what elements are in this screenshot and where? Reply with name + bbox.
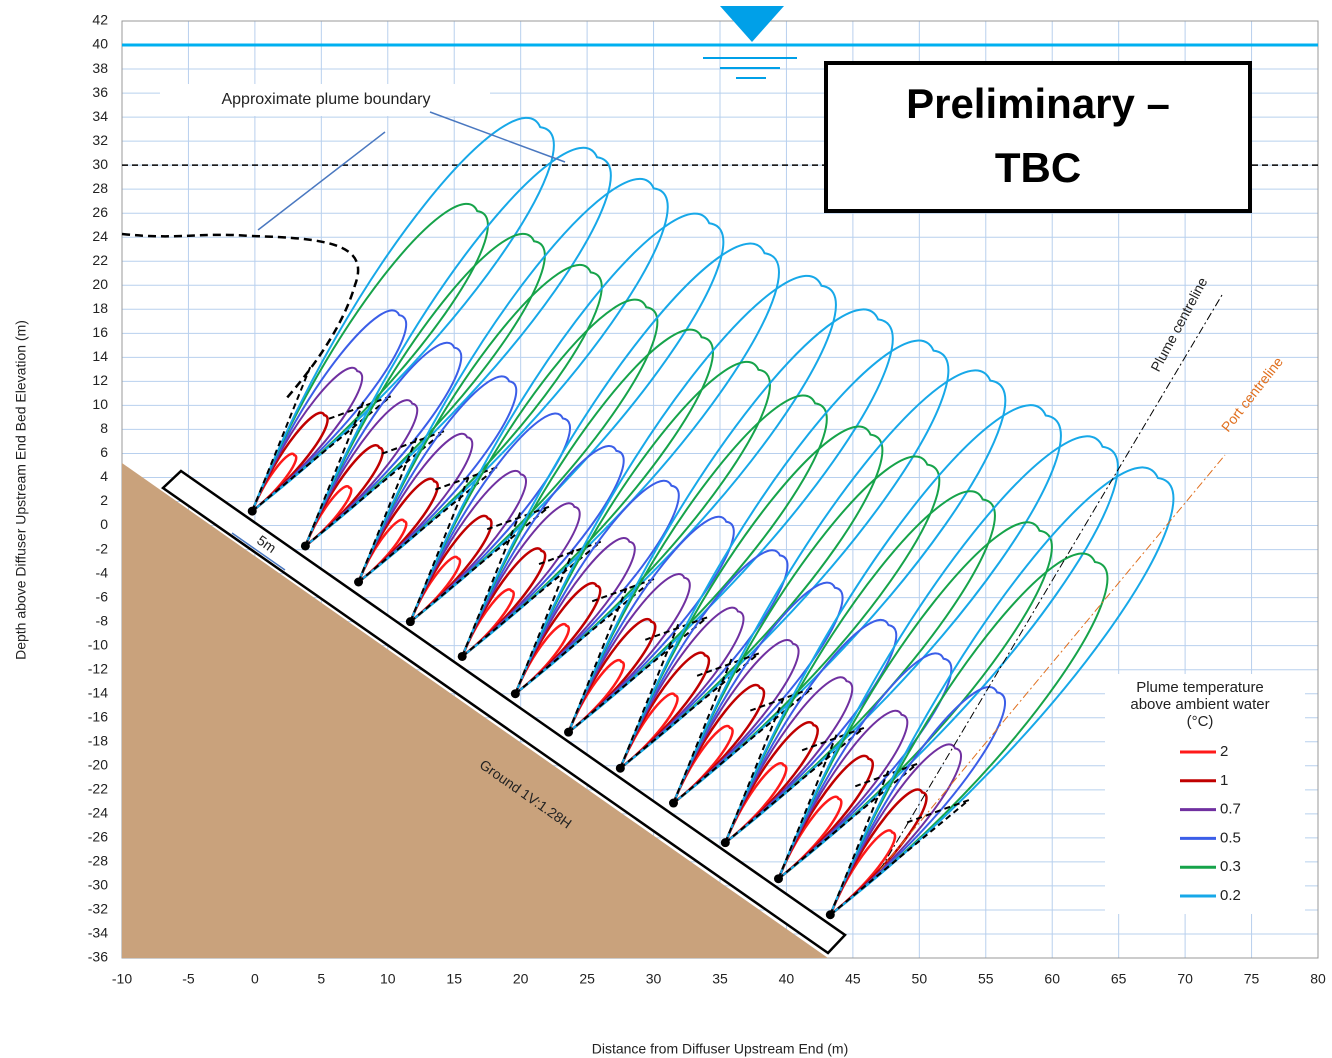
port bbox=[774, 874, 783, 883]
legend-label: 0.5 bbox=[1220, 829, 1241, 846]
y-tick-label: 30 bbox=[92, 156, 108, 172]
x-tick-label: 45 bbox=[845, 971, 861, 987]
y-tick-label: 32 bbox=[92, 132, 108, 148]
x-tick-label: 0 bbox=[251, 971, 259, 987]
legend-label: 2 bbox=[1220, 743, 1228, 760]
x-tick-label: -5 bbox=[182, 971, 195, 987]
y-tick-label: 28 bbox=[92, 180, 108, 196]
y-axis-title: Depth above Diffuser Upstream End Bed El… bbox=[13, 320, 29, 660]
x-tick-label: 5 bbox=[317, 971, 325, 987]
ground bbox=[122, 463, 828, 958]
x-tick-label: 65 bbox=[1111, 971, 1127, 987]
legend-title: Plume temperature bbox=[1136, 679, 1264, 696]
x-tick-label: 60 bbox=[1044, 971, 1060, 987]
leader bbox=[430, 112, 565, 162]
port bbox=[248, 507, 257, 516]
y-tick-label: -26 bbox=[88, 829, 108, 845]
y-tick-label: -36 bbox=[88, 949, 108, 965]
y-tick-label: 0 bbox=[100, 516, 108, 532]
y-tick-label: 12 bbox=[92, 372, 108, 388]
y-tick-label: -12 bbox=[88, 660, 108, 676]
y-tick-label: -30 bbox=[88, 877, 108, 893]
x-tick-label: 50 bbox=[912, 971, 928, 987]
x-tick-label: 55 bbox=[978, 971, 994, 987]
y-tick-label: -16 bbox=[88, 708, 108, 724]
y-tick-label: 38 bbox=[92, 60, 108, 76]
x-tick-label: 70 bbox=[1177, 971, 1193, 987]
plume-contour bbox=[305, 234, 544, 546]
chart: Distance from Diffuser Upstream End (m) … bbox=[0, 0, 1332, 1058]
x-tick-label: 15 bbox=[446, 971, 462, 987]
y-tick-label: 26 bbox=[92, 204, 108, 220]
plume-contour bbox=[359, 265, 602, 582]
port bbox=[301, 541, 310, 550]
y-tick-label: -22 bbox=[88, 781, 108, 797]
x-tick-label: 40 bbox=[779, 971, 795, 987]
plume-boundary bbox=[830, 771, 969, 915]
port bbox=[564, 728, 573, 737]
port bbox=[721, 838, 730, 847]
x-tick-label: 10 bbox=[380, 971, 396, 987]
legend-title: above ambient water bbox=[1130, 696, 1269, 713]
port bbox=[354, 577, 363, 586]
y-tick-label: 20 bbox=[92, 276, 108, 292]
y-tick-label: 16 bbox=[92, 324, 108, 340]
y-tick-label: 14 bbox=[92, 348, 108, 364]
y-tick-label: -18 bbox=[88, 732, 108, 748]
x-tick-label: 75 bbox=[1244, 971, 1260, 987]
x-tick-label: 25 bbox=[579, 971, 595, 987]
y-tick-label: -14 bbox=[88, 684, 108, 700]
water-symbol bbox=[720, 6, 784, 42]
y-tick-label: -34 bbox=[88, 925, 108, 941]
x-tick-label: 35 bbox=[712, 971, 728, 987]
x-tick-label: -10 bbox=[112, 971, 132, 987]
y-tick-label: -10 bbox=[88, 636, 108, 652]
y-tick-label: 4 bbox=[100, 468, 108, 484]
legend-label: 0.7 bbox=[1220, 801, 1241, 818]
x-tick-label: 80 bbox=[1310, 971, 1326, 987]
y-tick-label: 42 bbox=[92, 12, 108, 28]
stamp-text: TBC bbox=[995, 144, 1081, 191]
plume-contour bbox=[674, 456, 940, 803]
stamp-text: Preliminary – bbox=[906, 80, 1170, 127]
plume-boundary bbox=[122, 234, 358, 400]
y-tick-label: 10 bbox=[92, 396, 108, 412]
y-tick-label: 22 bbox=[92, 252, 108, 268]
plume-contour bbox=[830, 687, 1005, 915]
y-tick-label: -4 bbox=[96, 564, 109, 580]
plume-contour bbox=[515, 362, 770, 694]
port bbox=[826, 910, 835, 919]
y-tick-label: -24 bbox=[88, 805, 108, 821]
annotation: Approximate plume boundary bbox=[221, 91, 430, 108]
y-tick-label: 2 bbox=[100, 492, 108, 508]
y-tick-label: 24 bbox=[92, 228, 108, 244]
legend-label: 1 bbox=[1220, 772, 1228, 789]
port bbox=[616, 764, 625, 773]
legend-label: 0.3 bbox=[1220, 858, 1241, 875]
x-tick-label: 30 bbox=[646, 971, 662, 987]
y-tick-label: 18 bbox=[92, 300, 108, 316]
y-tick-label: 40 bbox=[92, 36, 108, 52]
y-tick-label: 36 bbox=[92, 84, 108, 100]
x-axis-title: Distance from Diffuser Upstream End (m) bbox=[592, 1041, 848, 1057]
y-tick-label: 34 bbox=[92, 108, 108, 124]
port bbox=[511, 689, 520, 698]
port bbox=[458, 652, 467, 661]
y-tick-label: -8 bbox=[96, 612, 109, 628]
annotation: Plume centreline bbox=[1147, 274, 1210, 374]
x-tick-label: 20 bbox=[513, 971, 529, 987]
port bbox=[406, 617, 415, 626]
plume-contour bbox=[569, 309, 893, 732]
port bbox=[669, 799, 678, 808]
legend-label: 0.2 bbox=[1220, 887, 1241, 904]
y-tick-label: 6 bbox=[100, 444, 108, 460]
legend-title: (°C) bbox=[1187, 713, 1214, 730]
y-tick-label: -20 bbox=[88, 756, 108, 772]
y-tick-label: 8 bbox=[100, 420, 108, 436]
y-tick-label: -2 bbox=[96, 540, 109, 556]
y-tick-label: -6 bbox=[96, 588, 109, 604]
y-tick-label: -32 bbox=[88, 901, 108, 917]
y-tick-label: -28 bbox=[88, 853, 108, 869]
